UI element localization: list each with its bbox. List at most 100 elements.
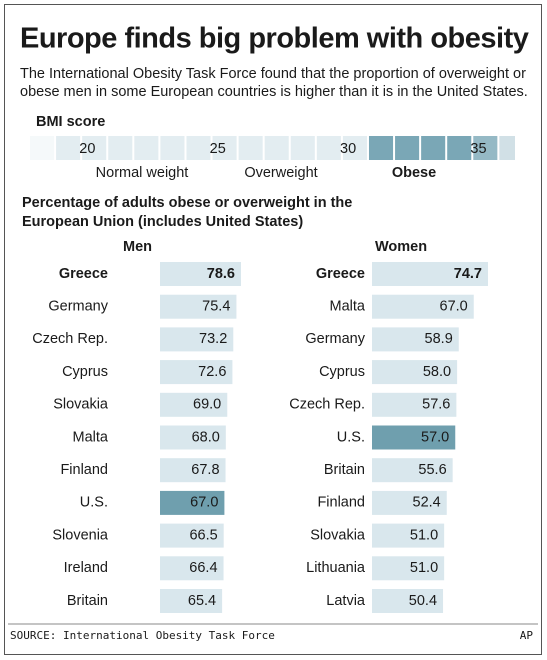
category-label: Latvia <box>326 593 366 609</box>
source: SOURCE: International Obesity Task Force <box>10 629 275 642</box>
bmi-cell <box>316 136 341 160</box>
value-label: 58.9 <box>425 331 453 347</box>
credit: AP <box>520 629 534 642</box>
category-label: Slovakia <box>53 397 109 413</box>
bmi-scale: 20 25 30 35 <box>30 136 515 160</box>
title: Europe finds big problem with obesity <box>20 23 529 55</box>
bmi-cell <box>290 136 315 160</box>
bar <box>372 327 459 352</box>
value-label: 68.0 <box>192 429 220 445</box>
bar <box>372 294 474 319</box>
category-label: Cyprus <box>62 364 108 380</box>
category-label: Cyprus <box>319 364 365 380</box>
value-label: 67.0 <box>440 299 468 315</box>
value-label: 51.0 <box>410 527 438 543</box>
value-label: 72.6 <box>198 364 226 380</box>
bar <box>160 589 223 613</box>
bmi-cell <box>473 136 498 160</box>
zone-label: Obese <box>392 165 436 181</box>
bar <box>372 589 444 613</box>
value-label: 51.0 <box>410 560 438 576</box>
category-label: Czech Rep. <box>289 397 365 413</box>
panel-title: Men <box>123 239 152 255</box>
bmi-cell <box>108 136 133 160</box>
bar <box>160 360 233 385</box>
bar <box>372 490 447 515</box>
bar <box>160 392 228 417</box>
bmi-cell <box>82 136 107 160</box>
bmi-cell <box>342 136 367 160</box>
bmi-cell <box>421 136 446 160</box>
bar <box>160 294 237 319</box>
section-title: Percentage of adults obese or overweight… <box>22 195 352 211</box>
bmi-cell <box>30 136 55 160</box>
bmi-cell <box>447 136 472 160</box>
bmi-cell <box>368 136 394 160</box>
subtitle: obese men in some European countries is … <box>20 84 528 100</box>
category-label: Ireland <box>64 560 108 576</box>
bmi-cell <box>264 136 289 160</box>
bmi-cell <box>238 136 263 160</box>
bmi-cell <box>134 136 159 160</box>
value-label: 69.0 <box>193 397 221 413</box>
value-label: 67.0 <box>190 495 218 511</box>
category-label: Finland <box>317 495 365 511</box>
category-label: Greece <box>59 266 108 282</box>
bmi-cell <box>56 136 81 160</box>
value-label: 66.5 <box>189 527 217 543</box>
bar <box>160 425 226 450</box>
bmi-tick-label: 35 <box>470 141 486 157</box>
bar <box>372 458 453 483</box>
value-label: 52.4 <box>413 495 441 511</box>
bar <box>160 523 224 548</box>
value-label: 73.2 <box>199 331 227 347</box>
value-label: 66.4 <box>189 560 217 576</box>
bmi-tick-label: 30 <box>340 141 356 157</box>
panel-title: Women <box>375 239 427 255</box>
category-label: Malta <box>330 299 366 315</box>
value-label: 55.6 <box>418 462 446 478</box>
zone-label: Overweight <box>244 165 317 181</box>
bar <box>160 490 225 515</box>
bmi-cell <box>212 136 237 160</box>
bmi-cell <box>499 136 515 160</box>
category-label: Lithuania <box>306 560 366 576</box>
bmi-cell <box>160 136 185 160</box>
bar <box>160 556 224 581</box>
category-label: Czech Rep. <box>32 331 108 347</box>
value-label: 58.0 <box>423 364 451 380</box>
zone-label: Normal weight <box>96 165 189 181</box>
category-label: Finland <box>60 462 108 478</box>
value-label: 50.4 <box>409 593 437 609</box>
value-label: 57.0 <box>421 429 449 445</box>
bar <box>160 458 226 483</box>
value-label: 57.6 <box>422 397 450 413</box>
value-label: 74.7 <box>454 266 482 282</box>
bmi-tick-label: 25 <box>210 141 226 157</box>
bar <box>160 262 241 286</box>
category-label: Greece <box>316 266 365 282</box>
section-title: European Union (includes United States) <box>22 214 303 230</box>
category-label: Germany <box>305 331 365 347</box>
value-label: 67.8 <box>191 462 219 478</box>
category-label: Malta <box>73 429 109 445</box>
frame <box>4 4 542 655</box>
value-label: 78.6 <box>207 266 235 282</box>
category-label: U.S. <box>80 495 108 511</box>
category-label: Germany <box>48 299 108 315</box>
value-label: 65.4 <box>188 593 216 609</box>
category-label: Slovenia <box>52 527 109 543</box>
bar <box>372 392 457 417</box>
bar <box>372 523 445 548</box>
subtitle: The International Obesity Task Force fou… <box>20 66 526 82</box>
bar <box>372 262 488 286</box>
bar <box>372 360 458 385</box>
bmi-cell <box>395 136 420 160</box>
bmi-label: BMI score <box>36 114 105 130</box>
value-label: 75.4 <box>202 299 230 315</box>
category-label: U.S. <box>337 429 365 445</box>
bar <box>372 425 456 450</box>
bar <box>160 327 234 352</box>
bar <box>372 556 445 581</box>
